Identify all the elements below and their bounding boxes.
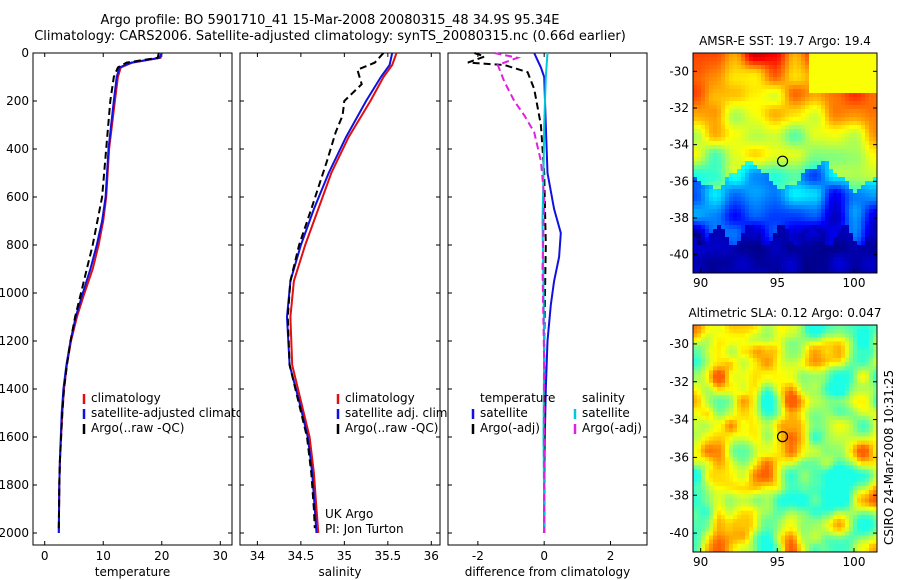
sla-argo-location-marker [776, 431, 789, 443]
salinity-series-argo-raw-qc- [286, 52, 385, 529]
salinity-panel: 34 34.5 35 35.5 36 salinity climatologysatelli… [239, 52, 451, 579]
sal-legend-climatology-label: climatology [345, 391, 415, 405]
temperature-xtick-label: 10 [96, 549, 111, 563]
depth-tick-label: 1200 [0, 334, 29, 348]
salinity-xlabel: salinity [318, 565, 361, 579]
sst-map-xtick-label: 100 [843, 276, 866, 290]
sla-map-frame [692, 324, 878, 553]
diff-legend-temp-satellite-label: satellite [480, 406, 528, 420]
difference-axes-frame [447, 52, 648, 546]
temperature-panel: 0 10 20 30 0 200 400 600 800 1000 1200 1400 1600 1800… [0, 46, 269, 579]
sla-map-title: Altimetric SLA: 0.12 Argo: 0.047 [688, 306, 881, 320]
temperature-xlabel: temperature [95, 565, 170, 579]
sla-map-ytick-label: -32 [669, 375, 689, 389]
depth-tick-label: 1600 [0, 430, 29, 444]
plot-title-line2: Climatology: CARS2006. Satellite-adjuste… [34, 29, 626, 44]
temp-legend-argo-label: Argo(..raw -QC) [91, 421, 184, 435]
salinity-xtick-label: 36 [424, 549, 439, 563]
depth-tick-label: 200 [6, 94, 29, 108]
difference-xtick-label: 0 [540, 549, 548, 563]
salinity-series-climatology [289, 52, 398, 534]
sla-map-ytick-label: -30 [669, 337, 689, 351]
diff-legend-sal-satellite-label: satellite [582, 406, 630, 420]
salinity-xtick-label: 34.5 [288, 549, 315, 563]
difference-xlabel: difference from climatology [465, 565, 631, 579]
plot-title-line1: Argo profile: BO 5901710_41 15-Mar-2008 … [100, 13, 560, 28]
difference-panel: -2 0 2 difference from climatology temperatu… [447, 52, 648, 579]
sal-legend-satellite-label: satellite adj. clim. [345, 406, 451, 420]
temp-legend-satellite-label: satellite-adjusted climatology [91, 406, 269, 420]
diff-legend-temperature-heading: temperature [480, 391, 555, 405]
sla-map-ytick-label: -40 [669, 526, 689, 540]
salinity-xtick-label: 35 [337, 549, 352, 563]
temperature-series-argo-raw-qc- [57, 52, 160, 529]
sst-map-ytick-label: -38 [669, 211, 689, 225]
depth-tick-label: 1400 [0, 382, 29, 396]
difference-xtick-label: 2 [607, 549, 615, 563]
sst-map-ytick-label: -30 [669, 64, 689, 78]
salinity-axes-frame [239, 52, 441, 546]
diff-legend-sal-argo-label: Argo(-adj) [582, 421, 642, 435]
temp-legend-climatology-label: climatology [91, 391, 161, 405]
timestamp-label: CSIRO 24-Mar-2008 10:31:25 [882, 370, 896, 545]
temperature-xtick-label: 30 [213, 549, 228, 563]
diff-legend-salinity-heading: salinity [582, 391, 625, 405]
salinity-xtick-label: 35.5 [374, 549, 401, 563]
difference-series-temperature-satellite [533, 52, 562, 533]
sla-map-xtick-label: 90 [693, 555, 708, 569]
diff-legend-temp-argo-label: Argo(-adj) [480, 421, 540, 435]
temperature-xtick-label: 0 [41, 549, 49, 563]
difference-series-temperature-argo-adj- [467, 52, 547, 533]
credit-line1: UK Argo [325, 507, 373, 521]
sst-map-ytick-label: -34 [669, 138, 689, 152]
depth-tick-label: 1800 [0, 478, 29, 492]
sal-legend-argo-label: Argo(..raw -QC) [345, 421, 438, 435]
depth-tick-label: 0 [21, 46, 29, 60]
sst-map-ytick-label: -32 [669, 101, 689, 115]
sst-map-ytick-label: -40 [669, 248, 689, 262]
sla-map-ytick-label: -36 [669, 450, 689, 464]
sla-map-xtick-label: 100 [843, 555, 866, 569]
sla-heatmap-cells [693, 325, 878, 553]
sla-map-ytick-label: -38 [669, 488, 689, 502]
sst-map-frame [692, 52, 878, 274]
sst-map-xtick-label: 90 [693, 276, 708, 290]
sst-heatmap-cells [693, 53, 878, 274]
temperature-xtick-label: 20 [154, 549, 169, 563]
sst-map-xtick-label: 95 [770, 276, 785, 290]
depth-tick-label: 400 [6, 142, 29, 156]
credit-line2: PI: Jon Turton [325, 522, 404, 536]
sla-map-ytick-label: -34 [669, 413, 689, 427]
sst-map: AMSR-E SST: 19.7 Argo: 19.4 90 95 100 -30 -32… [669, 34, 878, 290]
depth-tick-label: 2000 [0, 526, 29, 540]
sla-map-xtick-label: 95 [770, 555, 785, 569]
sst-map-ytick-label: -36 [669, 174, 689, 188]
sst-map-title: AMSR-E SST: 19.7 Argo: 19.4 [699, 34, 871, 48]
temperature-axes-frame [32, 52, 233, 546]
difference-series-salinity-argo-adj- [494, 52, 546, 533]
salinity-xtick-label: 34 [250, 549, 265, 563]
depth-tick-label: 600 [6, 190, 29, 204]
sst-argo-location-marker [776, 155, 789, 167]
sla-map: Altimetric SLA: 0.12 Argo: 0.047 90 95 100 -… [669, 306, 881, 569]
depth-tick-label: 800 [6, 238, 29, 252]
depth-tick-label: 1000 [0, 286, 29, 300]
difference-xtick-label: -2 [472, 549, 484, 563]
